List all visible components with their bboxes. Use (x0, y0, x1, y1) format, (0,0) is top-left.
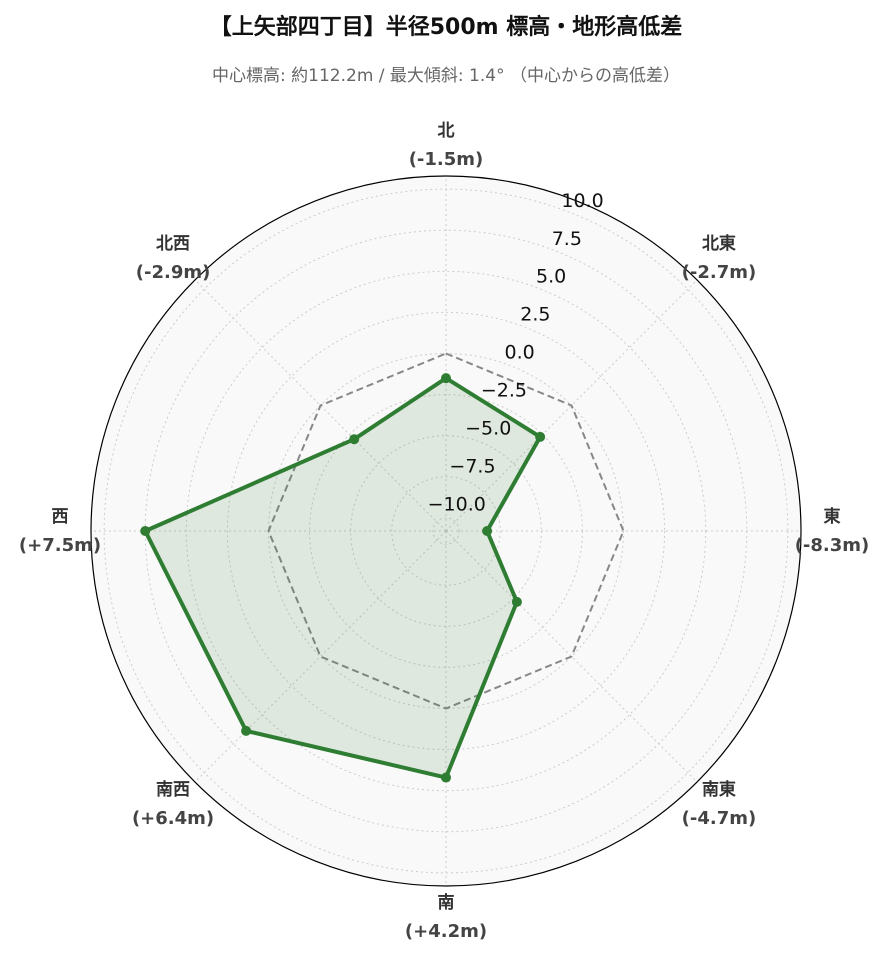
grid-circle (226, 311, 666, 751)
r-tick-label: 7.5 (552, 228, 582, 250)
category-label: 北東 (702, 233, 736, 254)
category-label: 東 (824, 506, 841, 527)
r-tick-label: −5.0 (465, 418, 511, 440)
category-label: 南東 (702, 779, 736, 800)
grid-circle (432, 517, 460, 545)
data-point (349, 434, 360, 445)
category-label: 西 (52, 507, 69, 527)
value-label: (-8.3m) (795, 535, 870, 556)
value-label: (+4.2m) (405, 921, 487, 942)
r-tick-label: −7.5 (449, 456, 495, 478)
grid-spoke (445, 530, 698, 783)
value-label: (-2.9m) (136, 262, 211, 283)
category-label: 南西 (156, 779, 190, 800)
grid-circle (185, 270, 707, 792)
value-label: (-1.5m) (409, 149, 484, 170)
value-label: (+6.4m) (132, 808, 214, 829)
r-tick-label: −10.0 (428, 493, 486, 515)
r-tick-label: 5.0 (536, 266, 566, 288)
plot-border (90, 175, 802, 887)
grid-spoke (445, 279, 698, 532)
grid-spoke (194, 530, 447, 783)
grid-spoke (194, 279, 447, 532)
r-tick-label: −2.5 (481, 380, 527, 402)
category-label: 北 (438, 121, 455, 141)
r-tick-label: 10.0 (561, 190, 603, 212)
data-point (140, 526, 151, 536)
grid-circle (391, 476, 501, 586)
data-point (441, 772, 451, 783)
data-point (441, 373, 451, 384)
r-tick-label: 0.0 (505, 342, 535, 364)
data-point (535, 431, 546, 442)
category-label: 北西 (156, 234, 190, 254)
data-point (482, 526, 493, 536)
baseline-polygon (267, 352, 625, 710)
chart-title: 【上矢部四丁目】半径500m 標高・地形高低差 (210, 14, 683, 40)
data-point (241, 725, 252, 736)
r-tick-label: 2.5 (520, 304, 550, 326)
value-label: (-4.7m) (682, 808, 757, 829)
chart-subtitle: 中心標高: 約112.2m / 最大傾斜: 1.4° （中心からの高低差） (212, 66, 680, 86)
data-point (511, 596, 522, 607)
category-label: 南 (438, 892, 455, 913)
value-label: (-2.7m) (682, 262, 757, 283)
value-label: (+7.5m) (19, 535, 101, 556)
